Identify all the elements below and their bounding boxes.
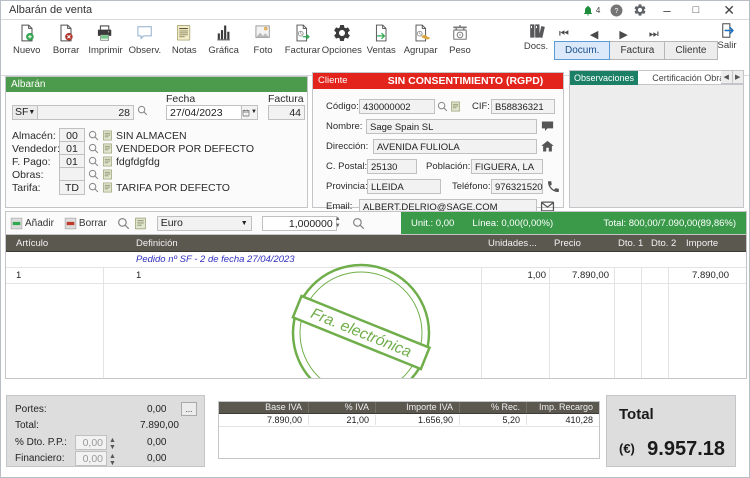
svg-text:Fra. electrónica: Fra. electrónica — [308, 305, 414, 361]
svg-text:?: ? — [615, 7, 619, 14]
